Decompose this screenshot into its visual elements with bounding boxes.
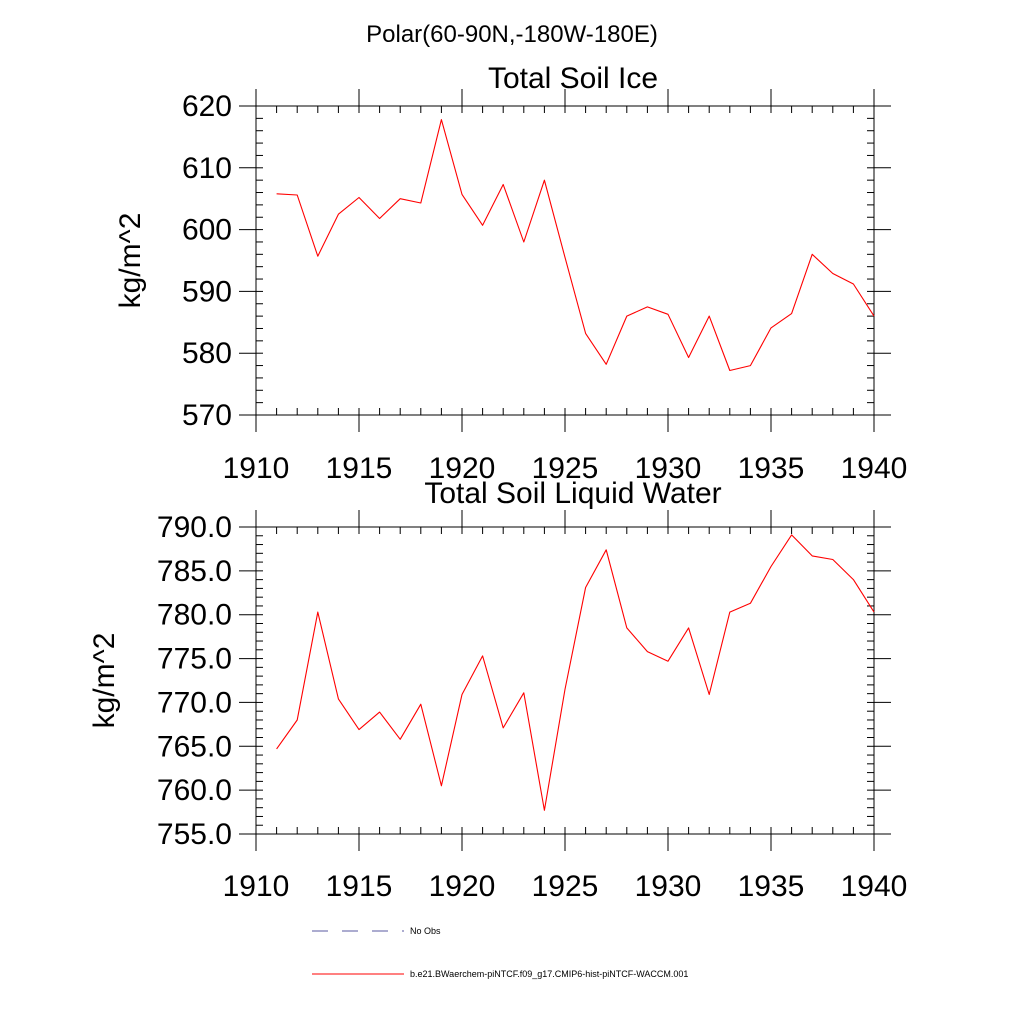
y-tick-label: 770.0 xyxy=(157,686,232,719)
x-tick-label: 1910 xyxy=(223,870,290,903)
x-tick-label: 1930 xyxy=(635,870,702,903)
y-tick-label: 785.0 xyxy=(157,555,232,588)
tick-marks xyxy=(239,510,891,851)
legend-label: b.e21.BWaerchem-piNTCF.f09_g17.CMIP6-his… xyxy=(410,969,688,979)
y-tick-label: 570 xyxy=(182,399,232,432)
panel-2: Total Soil Liquid Water 755.0 760.0 765.0 77… xyxy=(88,477,907,903)
legend: No Obs b.e21.BWaerchem-piNTCF.f09_g17.CMI… xyxy=(312,926,688,979)
x-tick-label: 1920 xyxy=(429,452,496,485)
plot-frame xyxy=(255,105,875,416)
panel-title: Total Soil Liquid Water xyxy=(424,477,721,510)
panels: Total Soil Ice 570 580 590 600 610 620 1910 1915… xyxy=(88,62,907,903)
panel-title: Total Soil Ice xyxy=(488,62,658,95)
tick-marks xyxy=(239,89,891,432)
y-tick-label: 775.0 xyxy=(157,643,232,676)
x-tick-label: 1915 xyxy=(326,452,393,485)
x-tick-label: 1930 xyxy=(635,452,702,485)
series-line-1 xyxy=(276,534,875,811)
y-axis-label: kg/m^2 xyxy=(114,213,147,309)
figure-suptitle: Polar(60-90N,-180W-180E) xyxy=(366,21,658,48)
x-tick-label: 1935 xyxy=(738,452,805,485)
y-tick-label: 610 xyxy=(182,152,232,185)
x-tick-label: 1925 xyxy=(532,870,599,903)
legend-label: No Obs xyxy=(410,926,441,936)
y-tick-label: 580 xyxy=(182,337,232,370)
x-tick-label: 1935 xyxy=(738,870,805,903)
legend-item-2: b.e21.BWaerchem-piNTCF.f09_g17.CMIP6-his… xyxy=(312,969,688,979)
x-tick-label: 1915 xyxy=(326,870,393,903)
y-tick-label: 765.0 xyxy=(157,730,232,763)
y-axis-label: kg/m^2 xyxy=(88,633,121,729)
y-tick-label: 620 xyxy=(182,90,232,123)
y-tick-label: 590 xyxy=(182,275,232,308)
x-tick-label: 1925 xyxy=(532,452,599,485)
series-line-1 xyxy=(276,119,875,372)
plot-frame xyxy=(255,526,875,835)
y-tick-label: 760.0 xyxy=(157,774,232,807)
panel-1: Total Soil Ice 570 580 590 600 610 620 1910 1915… xyxy=(114,62,907,485)
y-tick-label: 755.0 xyxy=(157,818,232,851)
y-tick-label: 790.0 xyxy=(157,511,232,544)
x-tick-label: 1940 xyxy=(841,452,908,485)
y-tick-label: 600 xyxy=(182,214,232,247)
x-tick-label: 1910 xyxy=(223,452,290,485)
x-tick-label: 1940 xyxy=(841,870,908,903)
legend-item-1: No Obs xyxy=(312,926,441,936)
y-tick-label: 780.0 xyxy=(157,599,232,632)
x-tick-label: 1920 xyxy=(429,870,496,903)
